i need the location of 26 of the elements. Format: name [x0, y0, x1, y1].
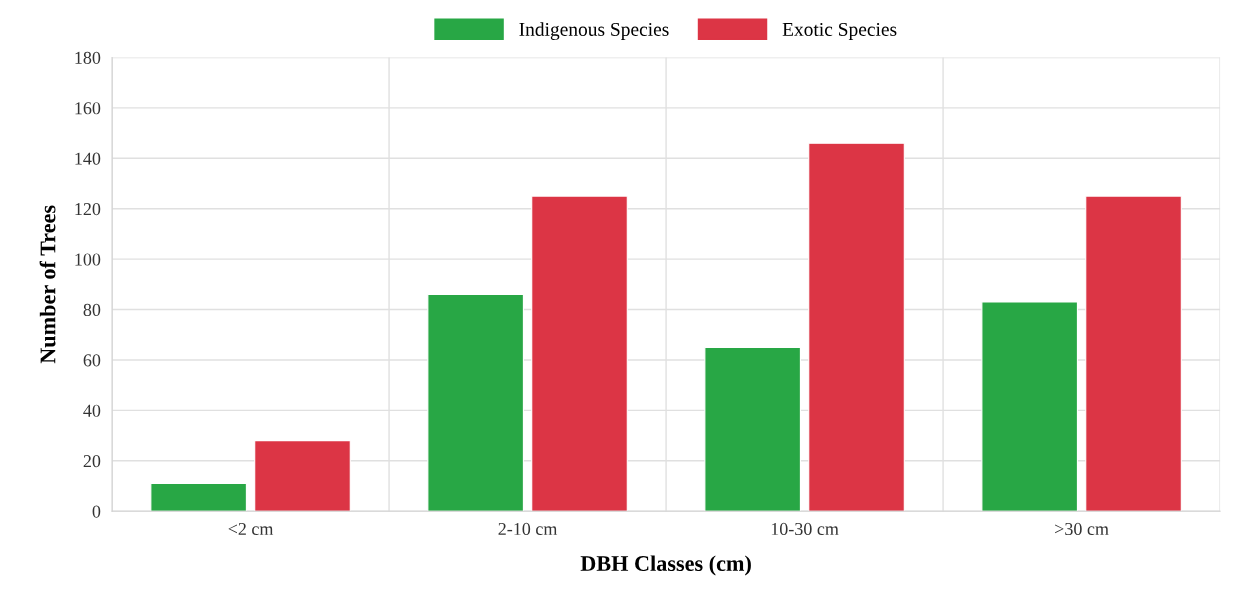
x-tick-label: <2 cm: [228, 522, 274, 536]
y-tick-label: 20: [83, 455, 101, 468]
legend-label: Indigenous Species: [519, 22, 669, 40]
y-tick-label: 180: [75, 51, 101, 64]
x-tick-label: >30 cm: [1055, 522, 1109, 536]
legend-label: Exotic Species: [782, 22, 897, 40]
y-tick-label: 100: [75, 253, 101, 266]
x-tick-label: 10-30 cm: [771, 522, 839, 536]
y-tick-label: 140: [75, 152, 101, 165]
y-tick-label: 60: [83, 354, 101, 367]
y-tick-label: 120: [75, 202, 101, 216]
bar: [150, 482, 247, 512]
bar: [808, 142, 905, 512]
bar: [981, 301, 1078, 512]
y-tick-label: 40: [83, 404, 101, 417]
y-tick-label: 80: [83, 303, 101, 316]
bar: [704, 346, 801, 512]
y-tick-label: 0: [92, 505, 101, 518]
bar: [1085, 195, 1182, 512]
x-axis-title: DBH Classes (cm): [580, 555, 751, 576]
bar: [254, 440, 351, 512]
bar: [427, 293, 524, 512]
y-axis-title: Number of Trees: [39, 205, 56, 364]
bar: [531, 195, 628, 512]
x-tick-label: 2-10 cm: [498, 522, 558, 536]
y-tick-label: 160: [75, 102, 101, 115]
